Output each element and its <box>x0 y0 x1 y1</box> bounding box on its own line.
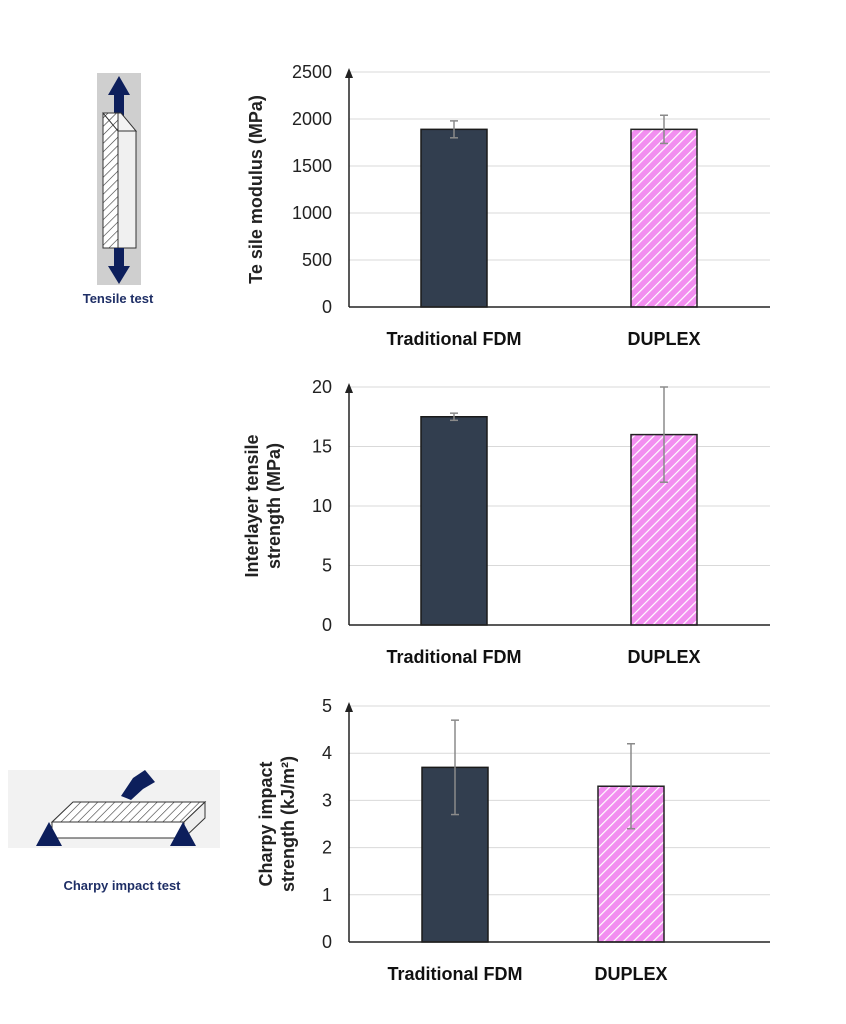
y-tick-label: 2000 <box>292 109 332 129</box>
y-tick-label: 5 <box>322 556 332 576</box>
charpy-impact-arrow-icon <box>121 770 155 800</box>
tensile-arrow-up-icon <box>108 76 130 118</box>
y-tick-label: 5 <box>322 696 332 716</box>
y-axis-label: Charpy impact strength (kJ/m²) <box>256 756 298 892</box>
y-tick-label: 0 <box>322 615 332 635</box>
charpy-support-right-icon <box>170 822 196 846</box>
charpy-specimen-icon <box>50 800 207 840</box>
y-tick-label: 2500 <box>292 62 332 82</box>
charpy-impact-strength-chart: Traditional FDM DUPLEX 0 1 2 3 4 5 Charpy impact… <box>256 696 770 984</box>
bar-traditional-fdm <box>420 416 488 626</box>
interlayer-tensile-strength-chart: Traditional FDM DUPLEX 0 5 10 15 20 Interlayer … <box>242 377 770 667</box>
y-axis-label: Te sile modulus (MPa) <box>246 95 266 284</box>
bar-duplex <box>630 128 698 308</box>
y-tick-label: 4 <box>322 743 332 763</box>
error-bar-duplex <box>660 114 668 145</box>
category-label: Traditional FDM <box>387 329 522 349</box>
y-tick-label: 15 <box>312 437 332 457</box>
error-bar-traditional-fdm <box>450 120 458 139</box>
y-tick-label: 20 <box>312 377 332 397</box>
category-label: Traditional FDM <box>387 647 522 667</box>
error-bar-traditional-fdm <box>450 412 458 422</box>
y-axis-label: Interlayer tensile strength (MPa) <box>242 434 284 577</box>
tensile-arrow-down-icon <box>108 248 130 284</box>
y-axis-arrowhead-icon <box>345 383 353 393</box>
tensile-test-caption: Tensile test <box>83 291 154 306</box>
y-tick-label: 1500 <box>292 156 332 176</box>
category-label: Traditional FDM <box>388 964 523 984</box>
charpy-support-left-icon <box>36 822 62 846</box>
category-label: DUPLEX <box>594 964 667 984</box>
category-label: DUPLEX <box>627 647 700 667</box>
y-tick-label: 1 <box>322 885 332 905</box>
error-bar-traditional-fdm <box>451 719 459 816</box>
y-tick-label: 0 <box>322 932 332 952</box>
error-bar-duplex <box>627 743 635 830</box>
tensile-test-inset: Tensile test <box>83 73 154 306</box>
y-tick-label: 2 <box>322 838 332 858</box>
y-tick-label: 3 <box>322 790 332 810</box>
y-tick-label: 10 <box>312 496 332 516</box>
bar-traditional-fdm <box>420 128 488 308</box>
y-tick-label: 500 <box>302 250 332 270</box>
y-axis-arrowhead-icon <box>345 702 353 712</box>
error-bar-duplex <box>660 386 668 483</box>
charpy-test-inset: Charpy impact test <box>8 770 220 893</box>
y-axis-arrowhead-icon <box>345 68 353 78</box>
tensile-modulus-chart: Traditional FDM DUPLEX 0 500 1000 1500 2000 250… <box>246 62 770 349</box>
charpy-test-caption: Charpy impact test <box>63 878 181 893</box>
y-tick-label: 1000 <box>292 203 332 223</box>
y-tick-label: 0 <box>322 297 332 317</box>
tensile-specimen-icon <box>101 112 138 249</box>
category-label: DUPLEX <box>627 329 700 349</box>
